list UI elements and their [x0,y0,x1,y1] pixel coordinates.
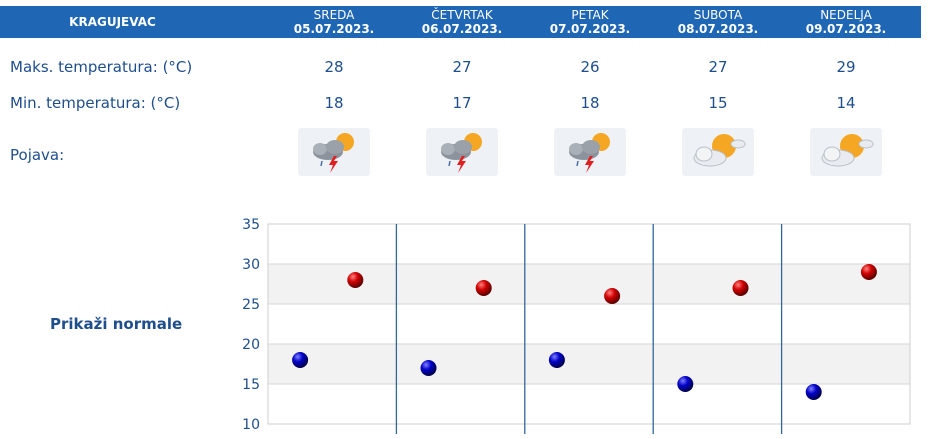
min-temp-point [805,384,822,400]
day-name: SREDA [313,8,355,22]
show-normals-link[interactable]: Prikaži normale [50,315,183,333]
day-name: NEDELJA [820,8,872,22]
y-tick-label: 15 [242,377,260,393]
plot-frame [267,223,911,425]
day-header: NEDELJA 09.07.2023. [782,8,910,36]
day-date: 05.07.2023. [293,22,375,36]
min-temp-label: Min. temperatura: (°C) [10,94,181,112]
max-temp-value: 28 [324,58,344,76]
y-tick-label: 10 [242,417,260,433]
max-temp-value: 26 [580,58,600,76]
thunderstorm-icon [554,128,626,176]
temperature-chart-svg: 35 30 25 20 15 10 [242,217,911,434]
max-temp-value: 27 [452,58,472,76]
day-name: PETAK [571,8,609,22]
max-temp-point [732,280,749,296]
min-temp-point [292,352,309,368]
max-temp-point [860,264,877,280]
min-temp-value: 18 [580,94,600,112]
day-header: PETAK 07.07.2023. [526,8,654,36]
city-name: KRAGUJEVAC [69,15,156,29]
min-temp-point [420,360,437,376]
thunderstorm-icon [426,128,498,176]
day-header: SREDA 05.07.2023. [270,8,398,36]
max-temp-value: 27 [708,58,728,76]
grid-band [268,344,910,384]
thunderstorm-icon [298,128,370,176]
max-temp-point [347,272,364,288]
min-temp-value: 17 [452,94,472,112]
day-header: SUBOTA 08.07.2023. [654,8,782,36]
min-temp-point [677,376,694,392]
max-temp-label: Maks. temperatura: (°C) [10,58,193,76]
partly-cloudy-icon [682,128,754,176]
partly-cloudy-icon [810,128,882,176]
max-temp-point [604,288,621,304]
day-header: ČETVRTAK 06.07.2023. [398,8,526,36]
max-temp-point [475,280,492,296]
phenomenon-label: Pojava: [10,146,65,164]
day-date: 08.07.2023. [677,22,759,36]
min-temp-point [548,352,565,368]
y-tick-label: 30 [242,257,260,273]
min-temp-value: 18 [324,94,344,112]
max-temp-value: 29 [836,58,856,76]
day-name: SUBOTA [693,8,743,22]
grid-band [268,264,910,304]
day-date: 06.07.2023. [421,22,503,36]
day-date: 09.07.2023. [805,22,887,36]
min-temp-value: 15 [708,94,728,112]
day-date: 07.07.2023. [549,22,631,36]
y-tick-label: 35 [242,217,260,233]
y-tick-label: 25 [242,297,260,313]
y-tick-label: 20 [242,337,260,353]
forecast-header: KRAGUJEVAC SREDA 05.07.2023. ČETVRTAK 06… [0,6,921,38]
day-name: ČETVRTAK [431,8,493,22]
temperature-chart: 35 30 25 20 15 10 [230,210,930,439]
min-temp-value: 14 [836,94,856,112]
